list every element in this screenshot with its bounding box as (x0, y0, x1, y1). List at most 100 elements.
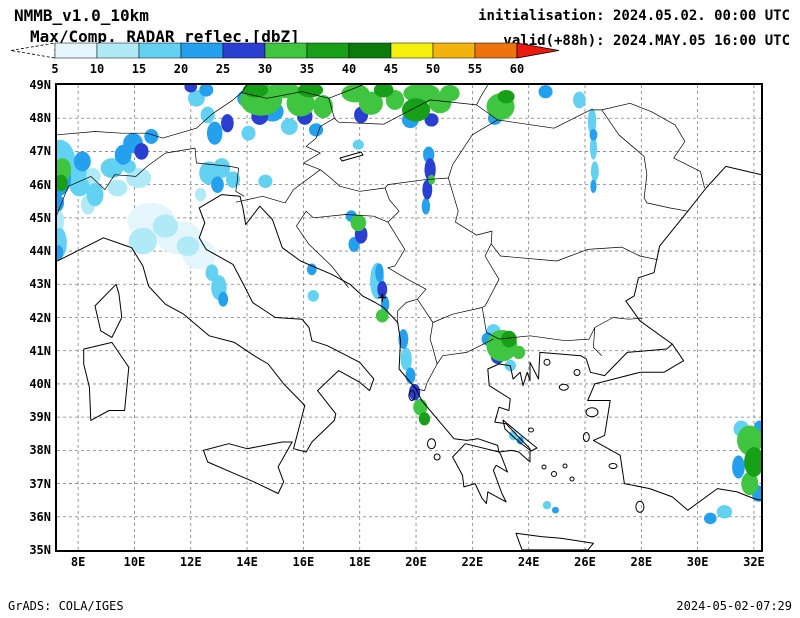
map-canvas (57, 85, 761, 550)
colorbar-segment (96, 42, 140, 59)
border-macedonia-serbia (432, 307, 483, 323)
border-romania-ukraine-moldova (497, 109, 688, 212)
colorbar-tick-label: 35 (300, 62, 314, 76)
islands (408, 358, 645, 513)
radar-echo (377, 280, 388, 298)
radar-echo (744, 447, 761, 477)
radar-echo (107, 179, 128, 197)
radar-echo (313, 94, 333, 119)
coastline-sardinia (83, 341, 130, 421)
radar-echo (398, 329, 409, 350)
island-cyclades-1 (551, 471, 557, 477)
radar-echo (57, 174, 68, 192)
lake-balaton (339, 151, 364, 162)
radar-echo (280, 118, 298, 135)
radar-echo (542, 501, 552, 510)
island-thasos (543, 358, 551, 366)
radar-echo (184, 85, 198, 93)
radar-echo (418, 412, 431, 426)
radar-echo (134, 143, 149, 160)
radar-echo (350, 214, 367, 232)
radar-echo (428, 174, 436, 185)
country-borders (57, 85, 705, 391)
radar-echo (422, 179, 433, 200)
border-greece-turkey-evros (593, 327, 603, 356)
border-alps-north-italy (57, 147, 245, 215)
init-time-label: initialisation: 2024.05.02. 00:00 UTC (478, 8, 790, 24)
coastline-crete (515, 532, 594, 550)
radar-echo (206, 121, 223, 145)
radar-echo (297, 85, 324, 98)
colorbar-arrow-left (10, 42, 56, 59)
lat-tick-label: 38N (29, 443, 51, 458)
border-hungary-romania-serbia (320, 104, 498, 192)
colorbar-tick-label: 50 (426, 62, 440, 76)
coastline-marmara-south (594, 343, 685, 385)
lon-tick-label: 32E (743, 555, 765, 569)
radar-echo (359, 91, 383, 115)
lat-tick-label: 49N (29, 78, 51, 92)
product-title: Max/Comp. RADAR reflec.[dbZ] (30, 27, 300, 46)
colorbar-tick-label: 60 (510, 62, 524, 76)
border-albania-macedonia (415, 299, 438, 391)
radar-echo (716, 505, 733, 519)
border-moldova-ukraine (601, 102, 705, 189)
island-samothraki (573, 369, 581, 376)
radar-echo (100, 158, 124, 178)
radar-echo (194, 187, 207, 202)
colorbar: 5 10 15 20 25 30 35 40 45 50 55 60 (10, 42, 560, 76)
radar-echo (125, 168, 152, 188)
colorbar-tick-label: 25 (216, 62, 230, 76)
radar-echo (590, 161, 599, 182)
coastline-euboea (502, 419, 538, 452)
creation-timestamp: 2024-05-02-07:29 (676, 599, 792, 613)
radar-echo (57, 209, 65, 233)
radar-echo (218, 291, 229, 307)
radar-echo (512, 345, 526, 360)
radar-echo (589, 136, 597, 160)
island-rhodes (635, 500, 645, 513)
island-cyclades-2 (562, 463, 568, 469)
lat-tick-label: 44N (29, 244, 51, 259)
border-croatia-bosnia (296, 210, 389, 288)
radar-echo (309, 123, 324, 137)
radar-echo (421, 197, 431, 215)
island-samos (608, 463, 618, 469)
lon-tick-label: 22E (461, 555, 484, 569)
lat-tick-label: 43N (29, 277, 51, 292)
station-marker-group (378, 293, 387, 302)
coastline-sicily (202, 441, 293, 494)
radar-echo (439, 85, 460, 102)
radar-echo (241, 125, 256, 141)
lon-tick-label: 24E (517, 555, 540, 569)
radar-echo (501, 330, 517, 348)
radar-echo (352, 139, 364, 150)
radar-echo (83, 168, 101, 185)
radar-echo (144, 129, 159, 144)
lat-tick-label: 36N (29, 509, 51, 524)
lon-tick-label: 30E (686, 555, 709, 569)
radar-echo (516, 436, 524, 445)
lat-tick-label: 35N (29, 543, 51, 557)
coastline-peloponnese (452, 443, 508, 504)
colorbar-tick-label: 20 (174, 62, 188, 76)
border-croatia-serbia-montenegro (384, 187, 427, 323)
colorbar-segment (138, 42, 182, 59)
colorbar-segment (54, 42, 98, 59)
lat-tick-label: 37N (29, 476, 51, 491)
radar-echo (400, 347, 412, 371)
lon-tick-label: 28E (630, 555, 653, 569)
radar-echo (401, 98, 431, 122)
colorbar-segment (180, 42, 224, 59)
radar-echo (200, 106, 215, 124)
radar-echo (221, 114, 234, 133)
island-zakynthos (433, 453, 441, 461)
radar-echo (375, 309, 389, 323)
radar-echo (213, 158, 231, 178)
island-cyclades-3 (541, 464, 547, 470)
coastline-turkey-aegean (587, 383, 761, 511)
island-chios (582, 432, 590, 442)
colorbar-tick-label: 45 (384, 62, 398, 76)
radar-echo (587, 108, 597, 135)
